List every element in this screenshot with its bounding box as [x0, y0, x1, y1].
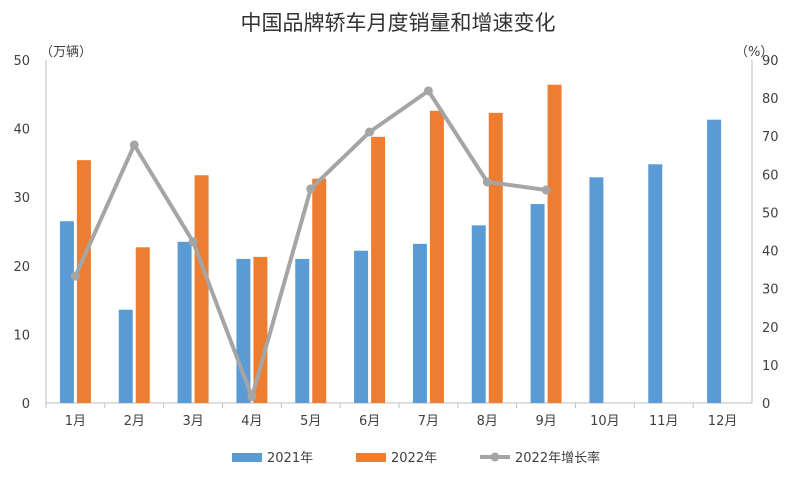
bar-2021年 [707, 119, 722, 403]
x-tick-label: 9月 [535, 414, 556, 429]
bar-2021年 [589, 177, 604, 403]
y-tick-label: 20 [13, 260, 30, 275]
growth-point [306, 184, 316, 194]
x-tick-label: 7月 [418, 414, 439, 429]
bar-2021年 [648, 164, 663, 403]
y-tick-label: 50 [13, 54, 30, 69]
growth-point [482, 177, 492, 187]
bar-2021年 [412, 243, 427, 403]
y2-tick-label: 90 [762, 54, 779, 69]
growth-point [365, 127, 375, 137]
y2-tick-label: 30 [762, 283, 779, 298]
chart-title: 中国品牌轿车月度销量和增速变化 [241, 11, 556, 35]
growth-point [70, 271, 80, 281]
y2-tick-label: 0 [762, 397, 770, 412]
bar-2021年 [530, 204, 545, 403]
legend-label: 2022年 [391, 451, 437, 466]
growth-point [541, 185, 551, 195]
bar-2022年 [135, 247, 150, 403]
y-tick-label: 0 [22, 397, 30, 412]
growth-point [188, 237, 198, 247]
bar-2021年 [295, 258, 310, 403]
y2-tick-label: 60 [762, 168, 779, 183]
bar-2021年 [354, 250, 369, 403]
x-tick-label: 3月 [182, 414, 203, 429]
bar-2022年 [312, 178, 327, 403]
x-tick-label: 8月 [477, 414, 498, 429]
y2-tick-label: 20 [762, 321, 779, 336]
bar-2022年 [194, 175, 209, 403]
y2-tick-label: 70 [762, 130, 779, 145]
x-tick-label: 12月 [708, 414, 738, 429]
y-tick-label: 10 [13, 328, 30, 343]
x-tick-label: 4月 [241, 414, 262, 429]
bar-2022年 [488, 112, 503, 404]
bar-2022年 [76, 160, 91, 403]
bar-2021年 [118, 309, 133, 403]
legend-label: 2022年增长率 [515, 450, 600, 466]
bar-2022年 [253, 256, 268, 403]
bar-2021年 [236, 258, 251, 403]
y2-tick-label: 80 [762, 92, 779, 107]
x-tick-label: 10月 [590, 414, 620, 429]
bar-2021年 [471, 225, 486, 403]
x-tick-label: 6月 [359, 414, 380, 429]
growth-point [129, 140, 139, 150]
legend-swatch [356, 453, 386, 462]
bar-2021年 [59, 221, 74, 403]
y-tick-label: 30 [13, 191, 30, 206]
bar-2022年 [547, 84, 562, 404]
legend-item: 2021年 [232, 451, 313, 466]
legend-swatch [232, 453, 262, 462]
bar-2021年 [177, 241, 192, 403]
bar-2022年 [429, 110, 444, 403]
growth-point [423, 86, 433, 96]
y2-axis-label: （%） [735, 45, 773, 60]
x-tick-label: 2月 [124, 414, 145, 429]
y2-tick-label: 50 [762, 206, 779, 221]
x-tick-label: 5月 [300, 414, 321, 429]
y2-tick-label: 10 [762, 359, 779, 374]
x-tick-label: 11月 [649, 414, 679, 429]
legend-item: 2022年增长率 [480, 450, 600, 466]
legend-item: 2022年 [356, 451, 437, 466]
y2-tick-label: 40 [762, 245, 779, 260]
y-tick-label: 40 [13, 123, 30, 138]
y-axis-label: （万辆） [40, 45, 92, 60]
bar-2022年 [371, 136, 386, 403]
x-tick-label: 1月 [65, 414, 86, 429]
growth-point [247, 392, 257, 402]
legend-marker [490, 452, 500, 462]
legend-label: 2021年 [267, 451, 313, 466]
